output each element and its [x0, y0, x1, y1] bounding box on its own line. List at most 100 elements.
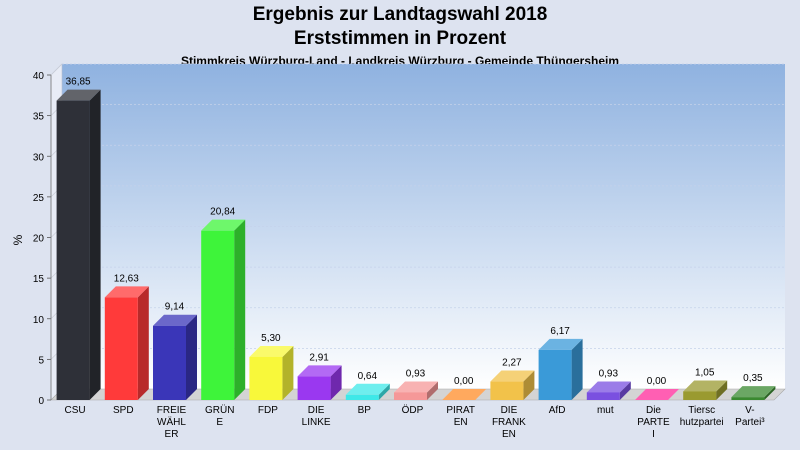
bar-side [89, 89, 101, 400]
bar-value-label: 0,64 [358, 371, 378, 382]
bar-top [153, 314, 197, 326]
x-tick-label: DIE FRANK EN [492, 405, 526, 440]
bar-side [137, 286, 149, 400]
bar-value-label: 12,63 [114, 273, 139, 284]
x-tick-label-line: mut [597, 405, 614, 416]
bars [56, 89, 776, 400]
chart-title: Ergebnis zur Landtagswahl 2018 [252, 4, 548, 25]
bar-top [586, 381, 631, 393]
x-tick-label-line: SPD [113, 405, 134, 416]
bar-value-label: 0,93 [406, 368, 426, 379]
x-tick-label: ÖDP [402, 404, 424, 416]
x-tick-label: V-Partei³ [735, 405, 765, 428]
x-tick-label: AfD [549, 405, 566, 416]
x-tick-label: BP [358, 405, 372, 416]
x-tick-label-line: FDP [258, 405, 278, 416]
bar [201, 219, 246, 400]
bar-value-label: 5,30 [261, 333, 281, 344]
bar [683, 380, 728, 400]
x-tick-label: DIE LINKE [302, 405, 331, 428]
y-tick-label: 0 [38, 396, 44, 407]
y-tick-label: 25 [33, 193, 45, 204]
bar-top [249, 345, 294, 357]
bar-front [490, 381, 524, 400]
y-tick-label: 5 [38, 355, 44, 366]
bar-front [345, 394, 379, 400]
bar-value-label: 6,17 [550, 326, 570, 337]
bar-top [297, 365, 342, 377]
x-tick-label: SPD [113, 405, 134, 416]
bar-front [297, 376, 331, 400]
bar-front [201, 230, 235, 400]
bar-front [683, 391, 717, 400]
bar-value-label: 2,91 [309, 352, 329, 363]
x-tick-label: Die PARTE I [637, 405, 670, 440]
y-tick-label: 30 [33, 152, 45, 163]
bar-top [56, 89, 101, 101]
x-tick-label-line: hutzpartei [680, 417, 724, 428]
x-tick-label: FREIE WÄHL ER [157, 405, 187, 440]
bar [394, 381, 438, 400]
bar [731, 386, 776, 400]
bar-front [153, 325, 186, 400]
x-tick-label: mut [597, 405, 614, 416]
x-tick-label-line: DIE [308, 405, 325, 416]
bar [635, 389, 679, 400]
bar-value-label: 36,85 [66, 77, 91, 88]
bar-value-label: 1,05 [695, 367, 715, 378]
bar-side [282, 345, 294, 400]
bar-front [249, 356, 283, 400]
x-tick-label-line: CSU [65, 405, 86, 416]
x-tick-label-line: V- [745, 405, 754, 416]
bar-side [571, 338, 583, 400]
bar-side [234, 219, 246, 400]
bar-value-label: 2,27 [502, 358, 522, 369]
x-tick-label-line: Tiersc [688, 405, 715, 416]
y-tick-label: 10 [33, 315, 45, 326]
x-tick-label-line: Partei³ [735, 417, 765, 428]
bar [490, 370, 535, 400]
x-tick-label-line: WÄHL [157, 416, 186, 428]
x-tick-label-line: Die [646, 405, 661, 416]
bar-top [635, 389, 679, 400]
bar-top [538, 338, 583, 350]
bar-value-label: 20,84 [210, 207, 235, 218]
bar-side [378, 383, 390, 400]
x-tick-label-line: EN [502, 429, 516, 440]
bar [538, 338, 583, 400]
labels: 36,85 CSU 12,63 SPD 9,14 FREIE WÄHL ER 20,84 GRÜN… [65, 77, 766, 440]
x-tick-label-line: EN [454, 417, 468, 428]
bar-side [716, 380, 728, 400]
bar [345, 383, 390, 400]
bar-front [731, 397, 765, 400]
bar-front [104, 297, 138, 400]
x-tick-label-line: ER [165, 429, 179, 440]
x-tick-label-line: BP [358, 405, 372, 416]
bar [297, 365, 342, 400]
bar-value-label: 0,00 [647, 376, 667, 387]
x-tick-label: GRÜN E [205, 404, 234, 428]
x-tick-label-line: I [652, 429, 655, 440]
x-tick-label: CSU [65, 405, 86, 416]
x-tick-label-line: FREIE [157, 405, 187, 416]
y-tick-label: 15 [33, 274, 45, 285]
y-tick-label: 35 [33, 112, 45, 123]
bar-side [523, 370, 535, 400]
bar-side [619, 381, 631, 400]
bar-value-label: 0,35 [743, 373, 763, 384]
x-tick-label-line: GRÜN [205, 404, 234, 416]
x-tick-label-line: AfD [549, 405, 566, 416]
bar-side [186, 314, 197, 400]
bar-top [731, 386, 776, 398]
bar-front [56, 100, 90, 400]
bar [153, 314, 197, 400]
bar [586, 381, 631, 400]
y-tick-label: 40 [33, 71, 45, 82]
x-tick-label-line: FRANK [492, 417, 526, 428]
bar [104, 286, 149, 400]
chart-title-line-2: Erststimmen in Prozent [293, 28, 507, 49]
x-tick-label-line: E [216, 417, 223, 428]
x-tick-label-line: PIRAT [446, 405, 475, 416]
x-tick-label-line: PARTE [637, 417, 670, 428]
